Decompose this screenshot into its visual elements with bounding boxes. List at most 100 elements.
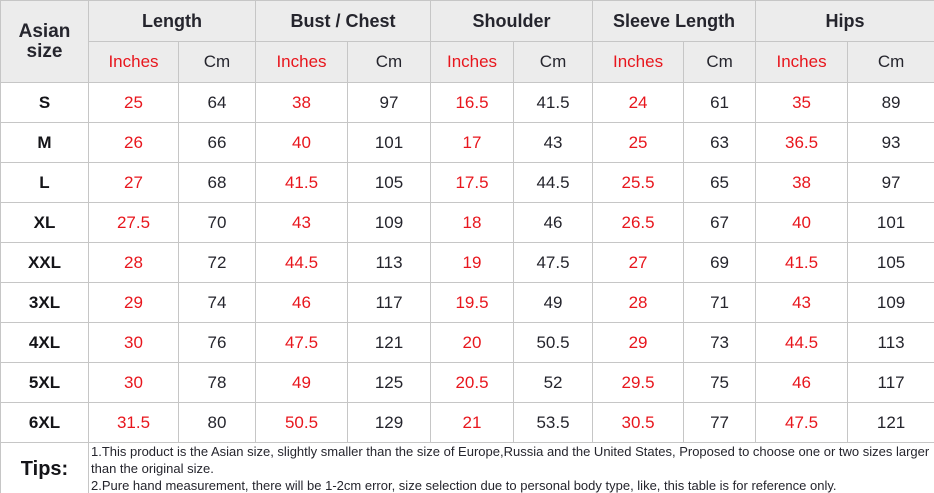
unit-header-cm: Cm [847, 41, 934, 83]
cell-cm-value: 70 [178, 202, 256, 243]
cell-inches-value: 41.5 [255, 162, 348, 203]
cell-cm-value: 109 [847, 282, 934, 323]
cell-cm-value: 109 [346, 202, 432, 243]
cell-cm-value: 66 [178, 122, 256, 163]
cell-cm-value: 72 [178, 242, 256, 283]
size-label: XL [0, 202, 89, 243]
cell-inches-value: 30.5 [592, 402, 685, 443]
cell-inches-value: 46 [255, 282, 348, 323]
cell-inches-value: 38 [255, 82, 348, 123]
cell-inches-value: 28 [88, 242, 179, 283]
table-body: S 25 64 38 97 16.5 41.5 24 61 35 89 M 26 66 40 101 17 43 2… [0, 82, 934, 443]
size-label: S [0, 82, 89, 123]
cell-cm-value: 43 [513, 122, 594, 163]
cell-inches-value: 38 [755, 162, 849, 203]
cell-cm-value: 113 [346, 242, 432, 283]
cell-cm-value: 64 [178, 82, 256, 123]
cell-cm-value: 68 [178, 162, 256, 203]
cell-cm-value: 50.5 [513, 322, 594, 363]
cell-inches-value: 29.5 [592, 362, 685, 403]
column-group-length: Length [88, 0, 256, 42]
cell-cm-value: 49 [513, 282, 594, 323]
cell-inches-value: 17.5 [430, 162, 515, 203]
cell-cm-value: 97 [847, 162, 934, 203]
cell-inches-value: 44.5 [255, 242, 348, 283]
cell-cm-value: 101 [346, 122, 432, 163]
cell-inches-value: 31.5 [88, 402, 179, 443]
unit-header-inches: Inches [592, 41, 685, 83]
cell-cm-value: 46 [513, 202, 594, 243]
table-row: 4XL 30 76 47.5 121 20 50.5 29 73 44.5 113 [0, 322, 934, 363]
cell-cm-value: 52 [513, 362, 594, 403]
cell-inches-value: 36.5 [755, 122, 849, 163]
cell-cm-value: 76 [178, 322, 256, 363]
cell-cm-value: 105 [847, 242, 934, 283]
cell-cm-value: 78 [178, 362, 256, 403]
size-label: M [0, 122, 89, 163]
table-row: 5XL 30 78 49 125 20.5 52 29.5 75 46 117 [0, 362, 934, 403]
size-label: 3XL [0, 282, 89, 323]
cell-inches-value: 17 [430, 122, 515, 163]
cell-cm-value: 80 [178, 402, 256, 443]
cell-cm-value: 75 [683, 362, 757, 403]
cell-inches-value: 16.5 [430, 82, 515, 123]
corner-header-asian-size: Asian size [0, 0, 89, 83]
cell-inches-value: 25 [88, 82, 179, 123]
cell-inches-value: 30 [88, 322, 179, 363]
cell-inches-value: 40 [755, 202, 849, 243]
cell-cm-value: 61 [683, 82, 757, 123]
unit-header-cm: Cm [513, 41, 594, 83]
cell-cm-value: 121 [346, 322, 432, 363]
cell-cm-value: 93 [847, 122, 934, 163]
cell-cm-value: 105 [346, 162, 432, 203]
unit-header-row: Inches Cm Inches Cm Inches Cm Inches Cm … [1, 41, 934, 83]
unit-header-cm: Cm [178, 41, 256, 83]
cell-inches-value: 21 [430, 402, 515, 443]
tips-label: Tips: [0, 442, 89, 493]
table-row: 3XL 29 74 46 117 19.5 49 28 71 43 109 [0, 282, 934, 323]
cell-inches-value: 25.5 [592, 162, 685, 203]
tips-notes: 1.This product is the Asian size, slight… [87, 442, 934, 493]
cell-cm-value: 77 [683, 402, 757, 443]
table-row: XXL 28 72 44.5 113 19 47.5 27 69 41.5 105 [0, 242, 934, 283]
table-row: 6XL 31.5 80 50.5 129 21 53.5 30.5 77 47.5 121 [0, 402, 934, 443]
cell-inches-value: 41.5 [755, 242, 849, 283]
cell-cm-value: 69 [683, 242, 757, 283]
cell-cm-value: 53.5 [513, 402, 594, 443]
cell-inches-value: 19.5 [430, 282, 515, 323]
cell-inches-value: 43 [755, 282, 849, 323]
cell-cm-value: 113 [847, 322, 934, 363]
cell-cm-value: 63 [683, 122, 757, 163]
table-row: M 26 66 40 101 17 43 25 63 36.5 93 [0, 122, 934, 163]
table-header: Asian size Length Bust / Chest Shoulder … [0, 0, 934, 83]
cell-inches-value: 24 [592, 82, 685, 123]
cell-cm-value: 41.5 [513, 82, 594, 123]
cell-inches-value: 25 [592, 122, 685, 163]
unit-header-inches: Inches [430, 41, 515, 83]
cell-inches-value: 19 [430, 242, 515, 283]
cell-inches-value: 35 [755, 82, 849, 123]
unit-header-cm: Cm [346, 41, 432, 83]
table-row: S 25 64 38 97 16.5 41.5 24 61 35 89 [0, 82, 934, 123]
cell-cm-value: 44.5 [513, 162, 594, 203]
table-row: XL 27.5 70 43 109 18 46 26.5 67 40 101 [0, 202, 934, 243]
cell-inches-value: 27 [592, 242, 685, 283]
unit-header-inches: Inches [755, 41, 849, 83]
size-label: 5XL [0, 362, 89, 403]
cell-inches-value: 29 [88, 282, 179, 323]
size-label: XXL [0, 242, 89, 283]
cell-inches-value: 30 [88, 362, 179, 403]
cell-cm-value: 73 [683, 322, 757, 363]
cell-inches-value: 18 [430, 202, 515, 243]
cell-inches-value: 20 [430, 322, 515, 363]
cell-inches-value: 47.5 [255, 322, 348, 363]
cell-inches-value: 29 [592, 322, 685, 363]
cell-cm-value: 97 [346, 82, 432, 123]
cell-inches-value: 43 [255, 202, 348, 243]
group-header-row: Asian size Length Bust / Chest Shoulder … [0, 0, 934, 83]
cell-inches-value: 27 [88, 162, 179, 203]
cell-cm-value: 101 [847, 202, 934, 243]
cell-inches-value: 50.5 [255, 402, 348, 443]
unit-header-inches: Inches [88, 41, 179, 83]
